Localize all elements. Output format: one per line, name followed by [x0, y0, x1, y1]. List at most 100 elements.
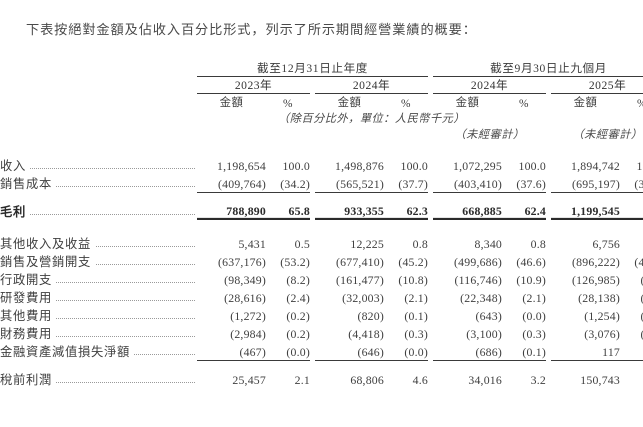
cell-percent: 2.1: [294, 372, 310, 387]
row-label: 其他費用: [0, 306, 197, 324]
dot-leader: [28, 186, 195, 187]
row-label: 行政開支: [0, 270, 197, 288]
financial-results-table: 截至12月31日止年度 截至9月30日止九個月 2023年 2024年 2024…: [0, 60, 643, 388]
cell-percent: (45.2): [398, 255, 429, 269]
row-label: 收入: [0, 156, 197, 174]
cell-percent: 0.0: [620, 342, 643, 361]
row-label: 研發費用: [0, 288, 197, 306]
dot-leader: [28, 282, 195, 283]
row-spacer: [0, 192, 643, 202]
row-label-text: 銷售成本: [0, 177, 56, 191]
table-body: 收入 1,198,654 100.0 1,498,876 100.0 1,072,295 1…: [0, 156, 643, 388]
cell-amount: 34,016: [468, 372, 503, 387]
subheader-percent-2024a: %: [401, 98, 411, 110]
cell-amount: (1,254): [584, 309, 621, 323]
row-label-text: 研發費用: [0, 291, 56, 305]
dot-leader: [28, 264, 195, 265]
table-row: 毛利 788,890 65.8 933,355 62.3 668,885 62.4 1,199…: [0, 201, 643, 220]
intro-paragraph: 下表按絕對金額及佔收入百分比形式，列示了所示期間經營業績的概要：: [26, 22, 477, 37]
cell-percent: 100.0: [636, 159, 643, 173]
cell-percent: (46.6): [516, 255, 547, 269]
row-label: 銷售及營銷開支: [0, 252, 197, 270]
subheader-percent-2025n: %: [620, 94, 643, 110]
cell-percent: (8.2): [286, 273, 310, 287]
year-header-row: 2023年 2024年 2024年 2025年: [0, 76, 643, 94]
row-label-text: 行政開支: [0, 273, 56, 287]
cell-amount: (896,222): [572, 255, 621, 269]
cell-amount: (403,410): [433, 174, 503, 193]
cell-amount: 12,225: [350, 237, 384, 251]
table-row: 其他收入及收益 5,431 0.5 12,225 0.8 8,340 0.8 6,7560.4: [0, 234, 643, 252]
cell-amount: (409,764): [197, 174, 266, 193]
table-row: 財務費用 (2,984) (0.2) (4,418) (0.3) (3,100) (0.3)…: [0, 324, 643, 342]
cell-percent: 65.8: [266, 201, 310, 220]
row-label-text: 其他費用: [0, 309, 56, 323]
subheader-amount-2024a: 金額: [337, 97, 362, 109]
cell-amount: 933,355: [315, 201, 384, 220]
cell-percent: (10.8): [398, 273, 429, 287]
cell-amount: (686): [433, 342, 503, 361]
cell-amount: 1,894,742: [571, 159, 621, 173]
cell-amount: (695,197): [551, 174, 621, 193]
subheader-percent-2024n: %: [519, 98, 530, 110]
year-header-2024-annual: 2024年: [315, 76, 429, 94]
row-label: 毛利: [0, 202, 197, 220]
cell-percent: (0.1): [404, 309, 429, 323]
table-row: 其他費用 (1,272) (0.2) (820) (0.1) (643) (0.0) (1,2…: [0, 306, 643, 324]
cell-amount: (32,003): [342, 291, 384, 305]
cell-percent: 63.3: [620, 201, 643, 220]
table-header: 截至12月31日止年度 截至9月30日止九個月 2023年 2024年 2024…: [0, 60, 643, 156]
cell-percent: 100.0: [400, 159, 429, 173]
table-row: 金融資產減值損失淨額 (467) (0.0) (646) (0.0) (686) (0.1)…: [0, 342, 643, 361]
row-label-text: 毛利: [0, 204, 30, 219]
cell-percent: 3.2: [530, 372, 547, 387]
row-label-text: 稅前利潤: [0, 372, 56, 387]
cell-amount: (98,349): [224, 273, 266, 287]
cell-percent: (0.0): [522, 309, 547, 323]
cell-amount: (646): [315, 342, 384, 361]
table-row: 收入 1,198,654 100.0 1,498,876 100.0 1,072,295 1…: [0, 156, 643, 174]
subheader-amount-2024n: 金額: [455, 97, 480, 109]
cell-percent: 62.4: [502, 201, 547, 220]
dot-leader: [28, 168, 195, 169]
cell-amount: 1,198,654: [217, 159, 266, 173]
row-spacer: [0, 360, 643, 370]
cell-percent: (2.4): [286, 291, 310, 305]
cell-amount: (3,076): [584, 327, 621, 341]
cell-amount: (161,477): [336, 273, 384, 287]
subheader-percent-2023: %: [283, 98, 293, 110]
table-row: 研發費用 (28,616) (2.4) (32,003) (2.1) (22,348) (2…: [0, 288, 643, 306]
row-label-text: 財務費用: [0, 327, 56, 341]
row-label: 金融資產減值損失淨額: [0, 342, 197, 360]
year-header-2024-nine-months: 2024年: [433, 76, 547, 94]
cell-amount: 5,431: [238, 237, 266, 251]
cell-amount: (22,348): [460, 291, 503, 305]
cell-percent: (6.7): [620, 270, 643, 288]
cell-percent: 100.0: [282, 159, 310, 173]
cell-percent: 100.0: [518, 159, 547, 173]
dot-leader: [28, 336, 195, 337]
dot-leader: [28, 318, 195, 319]
cell-amount: (126,985): [572, 273, 621, 287]
header-body-spacer: [0, 142, 643, 156]
cell-percent: 0.8: [530, 237, 547, 251]
cell-amount: (677,410): [336, 255, 384, 269]
row-label: 財務費用: [0, 324, 197, 342]
cell-percent: (0.0): [384, 342, 429, 361]
cell-amount: (3,100): [466, 327, 503, 341]
year-header-2023: 2023年: [197, 76, 310, 94]
cell-percent: 0.5: [294, 237, 310, 251]
group-header-row: 截至12月31日止年度 截至9月30日止九個月: [0, 60, 643, 77]
row-label: 銷售成本: [0, 174, 197, 192]
cell-percent: (34.2): [266, 174, 310, 193]
cell-percent: (36.7): [620, 174, 643, 193]
cell-percent: (2.1): [404, 291, 429, 305]
cell-percent: (0.2): [286, 327, 310, 341]
cell-amount: (820): [357, 309, 384, 323]
cell-percent: 0.4: [620, 234, 643, 252]
year-header-2025-nine-months: 2025年: [551, 76, 643, 94]
dot-leader: [28, 300, 195, 301]
group-header-spacer: [0, 60, 197, 77]
cell-amount: (1,272): [230, 309, 266, 323]
unit-note-row: （除百分比外，單位：人民幣千元）: [0, 110, 643, 126]
